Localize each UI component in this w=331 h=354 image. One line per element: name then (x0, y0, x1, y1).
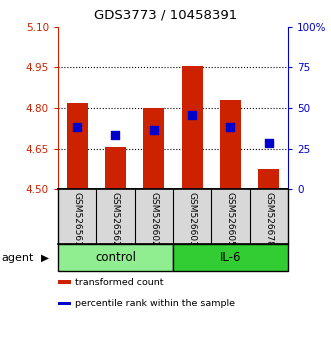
Point (151, 127, 157, 132)
Bar (58, 244, 173, 271)
Text: percentile rank within the sample: percentile rank within the sample (75, 299, 235, 308)
Text: GSM526562: GSM526562 (111, 192, 120, 247)
Text: transformed count: transformed count (75, 278, 164, 287)
Bar (173, 244, 288, 271)
Text: control: control (95, 251, 136, 264)
Point (266, 141, 271, 146)
Text: IL-6: IL-6 (220, 251, 241, 264)
Text: GSM526605: GSM526605 (226, 192, 235, 247)
Text: GSM526602: GSM526602 (149, 192, 158, 247)
Bar (105, 147, 126, 189)
Point (113, 132, 118, 138)
Bar (182, 66, 203, 189)
Text: ▶: ▶ (41, 252, 49, 263)
Point (228, 124, 233, 130)
Text: GDS3773 / 10458391: GDS3773 / 10458391 (94, 9, 237, 22)
Bar (220, 100, 241, 189)
Bar (143, 108, 164, 189)
Bar (258, 169, 279, 189)
Text: GSM526603: GSM526603 (188, 192, 197, 247)
Bar (58, 302, 71, 305)
Text: GSM526678: GSM526678 (264, 192, 273, 247)
Point (189, 112, 195, 118)
Text: GSM526561: GSM526561 (72, 192, 82, 247)
Text: agent: agent (2, 252, 34, 263)
Bar (67, 103, 88, 189)
Bar (58, 280, 71, 284)
Point (74, 124, 80, 130)
